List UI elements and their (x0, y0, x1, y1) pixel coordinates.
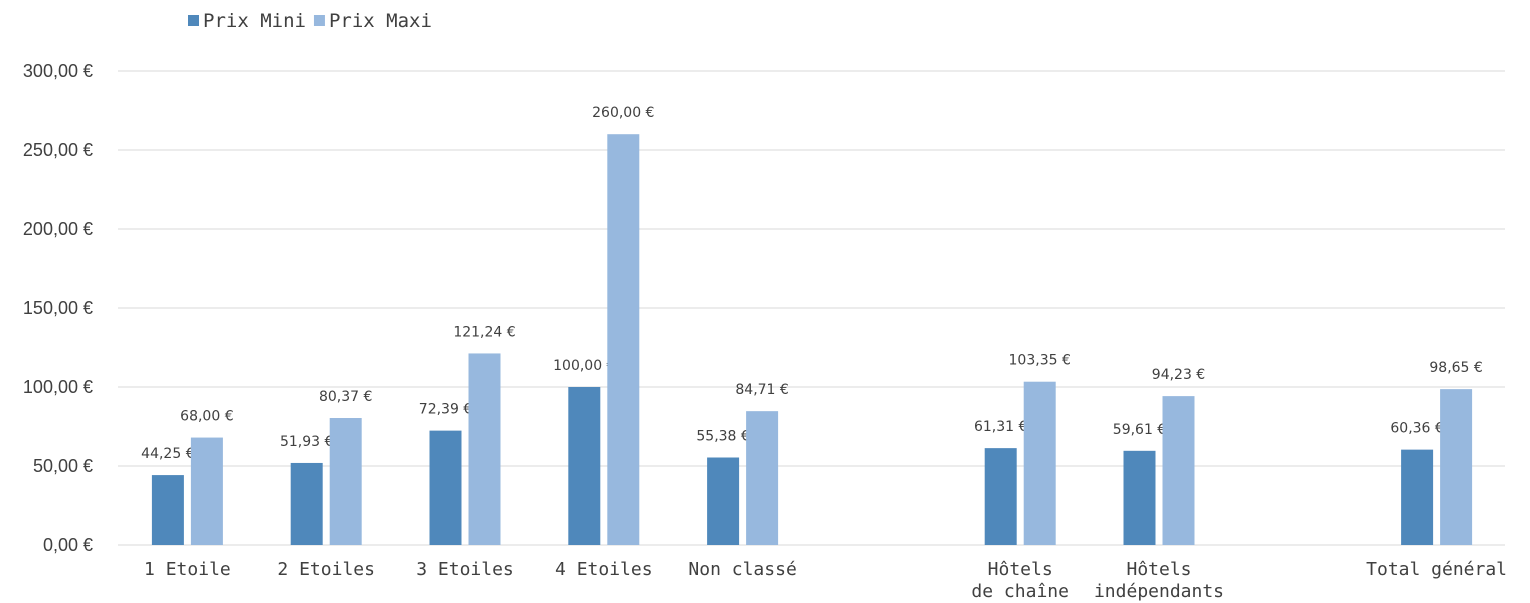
bar-prix-maxi (329, 418, 362, 545)
legend-swatch (313, 15, 325, 26)
y-tick-label: 100,00 € (23, 377, 93, 397)
data-label: 60,36 € (1390, 421, 1443, 437)
data-label: 94,23 € (1152, 367, 1205, 383)
data-label: 98,65 € (1429, 360, 1482, 376)
y-tick-label: 150,00 € (23, 298, 93, 318)
data-label: 121,24 € (453, 324, 515, 340)
bar-prix-maxi (1440, 389, 1473, 545)
x-tick-label: 1 Etoile (144, 559, 231, 580)
x-tick-label: Hôtels (1126, 559, 1191, 580)
data-label: 260,00 € (592, 105, 654, 121)
x-tick-label: 3 Etoiles (416, 559, 514, 580)
data-label: 100,00 € (553, 358, 615, 374)
data-label: 84,71 € (735, 382, 788, 398)
bar-prix-maxi (190, 437, 223, 545)
y-tick-label: 0,00 € (43, 535, 93, 555)
x-tick-label: 4 Etoiles (555, 559, 653, 580)
y-tick-label: 50,00 € (33, 456, 93, 476)
x-tick-label: 2 Etoiles (277, 559, 375, 580)
bar-prix-maxi (1023, 381, 1056, 545)
data-label: 59,61 € (1113, 422, 1166, 438)
bar-prix-mini (568, 387, 601, 545)
bar-prix-maxi (1162, 396, 1195, 545)
y-tick-label: 200,00 € (23, 219, 93, 239)
bar-prix-maxi (468, 353, 501, 545)
bar-prix-maxi (746, 411, 779, 545)
data-label: 103,35 € (1009, 353, 1071, 369)
bar-prix-mini (1401, 449, 1434, 545)
y-tick-label: 250,00 € (23, 140, 93, 160)
legend-label: Prix Maxi (329, 10, 432, 32)
x-tick-label: de chaîne (971, 581, 1069, 602)
data-label: 72,39 € (419, 402, 472, 418)
data-label: 61,31 € (974, 419, 1027, 435)
bar-prix-mini (1123, 450, 1156, 545)
bar-prix-mini (151, 475, 184, 545)
legend-swatch (188, 15, 199, 26)
x-tick-label: Non classé (688, 559, 796, 580)
x-tick-label: indépendants (1094, 581, 1224, 602)
data-label: 44,25 € (141, 446, 194, 462)
x-tick-label: Hôtels (988, 559, 1053, 580)
bar-prix-mini (429, 430, 462, 545)
bar-prix-mini (707, 457, 740, 545)
y-tick-label: 300,00 € (23, 61, 93, 81)
bar-prix-mini (984, 448, 1017, 545)
bar-prix-mini (290, 462, 323, 545)
data-label: 68,00 € (180, 409, 233, 425)
data-label: 55,38 € (696, 428, 749, 444)
data-label: 80,37 € (319, 389, 372, 405)
bar-prix-maxi (607, 134, 640, 545)
legend-label: Prix Mini (203, 10, 306, 32)
x-tick-label: Total général (1366, 559, 1507, 580)
data-label: 51,93 € (280, 434, 333, 450)
